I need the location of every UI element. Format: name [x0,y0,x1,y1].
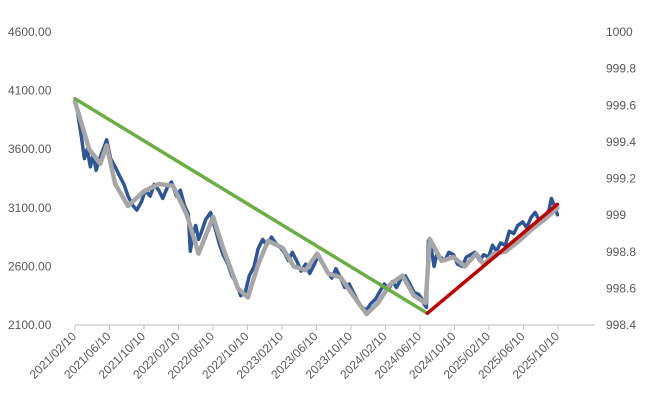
left-y-tick-label: 3600.00 [8,142,52,156]
right-y-tick-label: 998.4 [606,318,636,332]
gray-series-line [72,99,560,317]
right-y-tick-label: 999.8 [606,62,636,76]
right-y-tick-label: 999 [606,208,626,222]
left-y-axis: 2100.00 2600.00 3100.00 3600.00 4100.00 4600.… [8,25,52,332]
left-y-tick-label: 3100.00 [8,201,52,215]
right-y-tick-label: 999.2 [606,172,636,186]
right-y-tick-label: 998.6 [606,281,636,295]
right-y-tick-label: 999.4 [606,135,636,149]
right-y-tick-label: 1000 [606,25,633,39]
x-axis: 2021/02/102021/06/102021/10/102022/02/10… [27,324,595,382]
red-trend-line [425,202,560,316]
green-trend-line [73,97,430,316]
left-y-tick-label: 4100.00 [8,84,52,98]
left-y-tick-label: 2100.00 [8,318,52,332]
right-y-tick-label: 998.8 [606,245,636,259]
blue-series-line [74,102,560,312]
right-y-axis: 998.4 998.6 998.8 999 999.2 999.4 999.6 999.8 10… [606,25,636,332]
plot-area [72,97,560,317]
right-y-tick-label: 999.6 [606,98,636,112]
left-y-tick-label: 2600.00 [8,259,52,273]
left-y-tick-label: 4600.00 [8,25,52,39]
